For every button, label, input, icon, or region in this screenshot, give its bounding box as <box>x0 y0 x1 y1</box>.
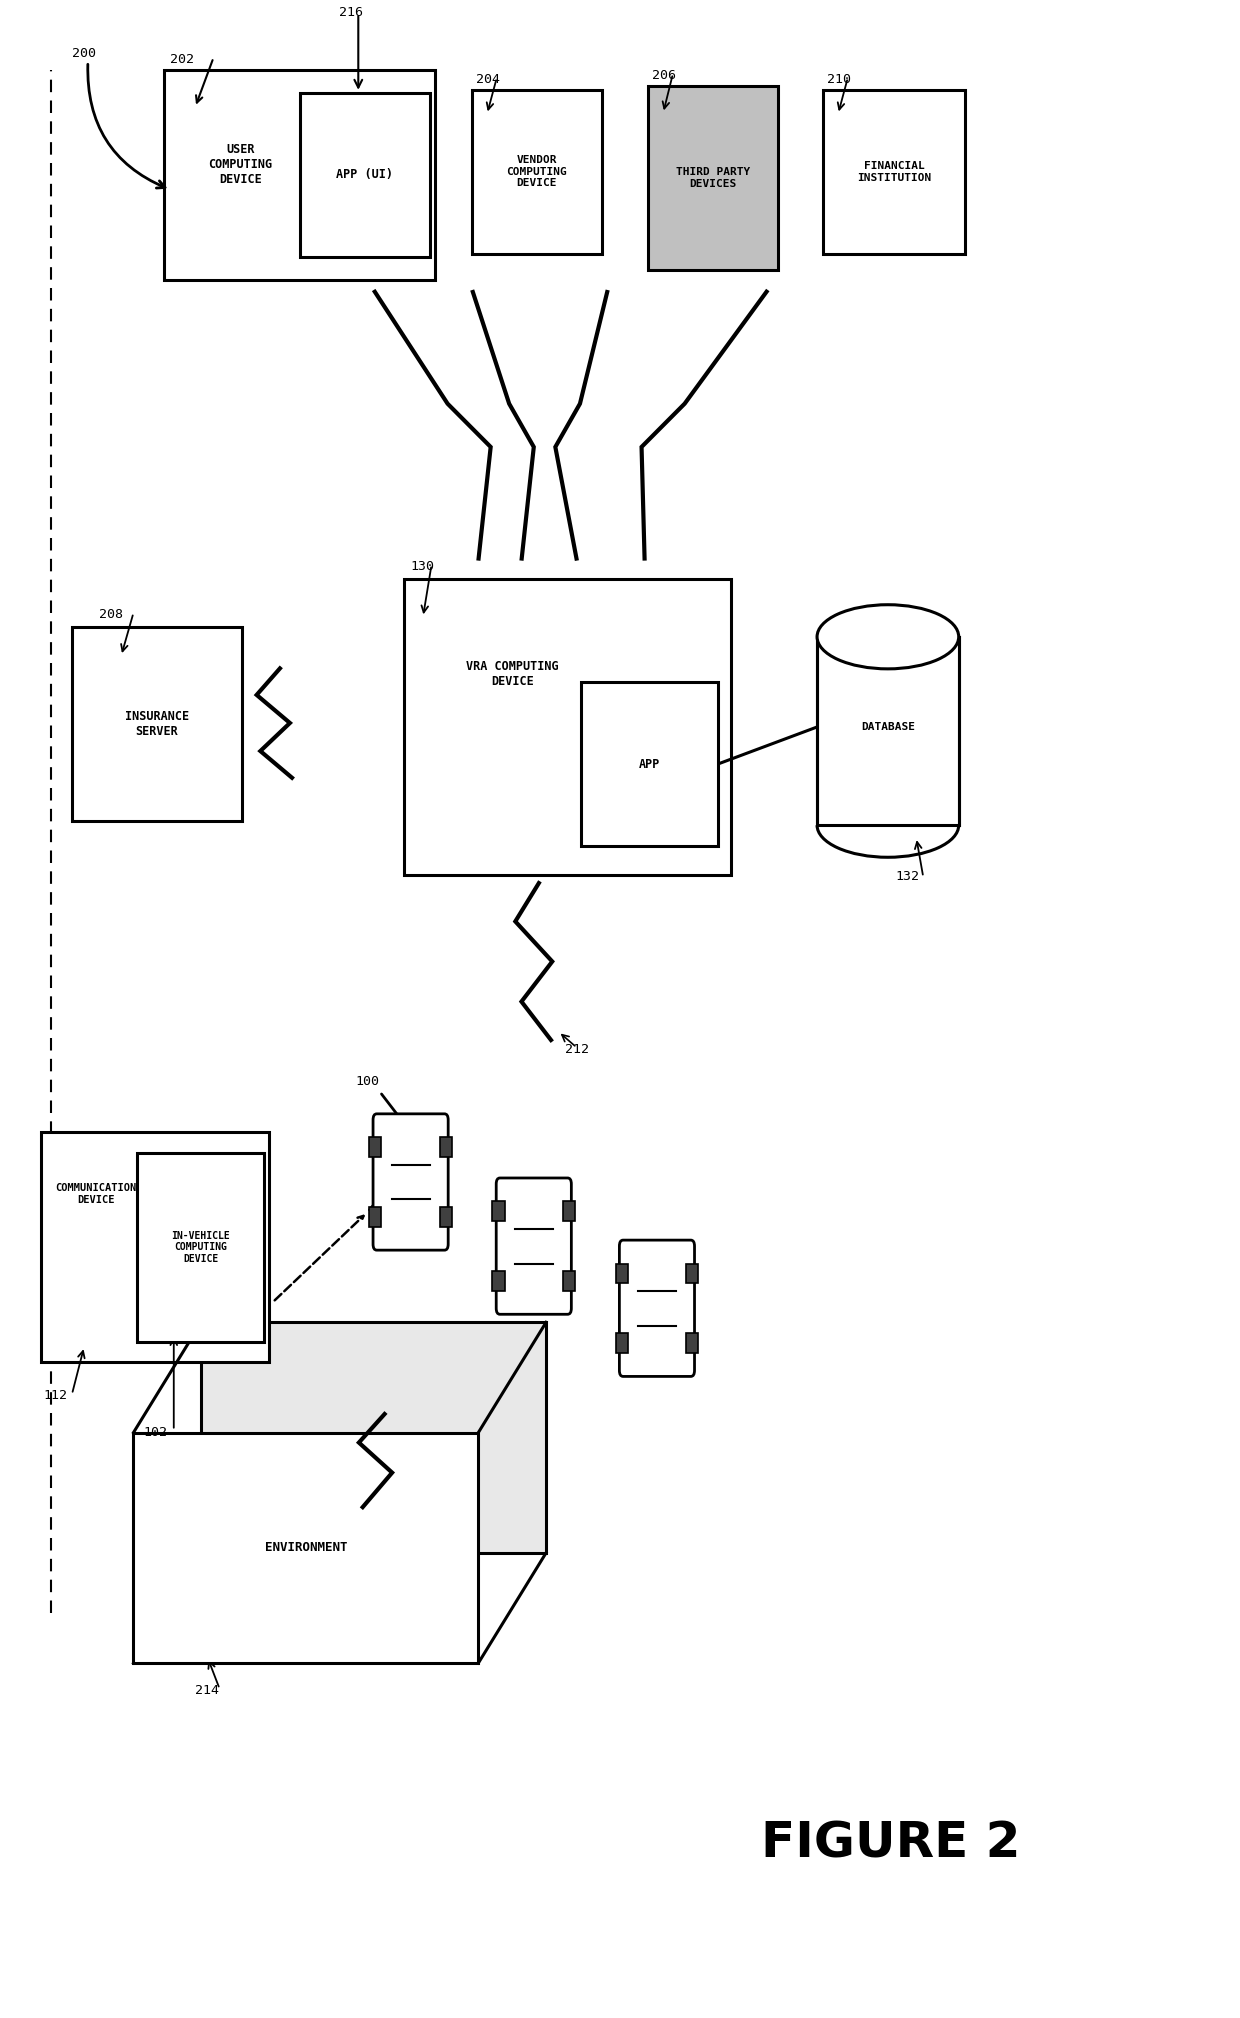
Text: 100: 100 <box>355 1076 379 1088</box>
Text: DATABASE: DATABASE <box>861 722 915 733</box>
Text: 200: 200 <box>72 46 95 59</box>
Text: 204: 204 <box>476 73 500 85</box>
FancyBboxPatch shape <box>492 1271 505 1292</box>
FancyBboxPatch shape <box>823 89 965 254</box>
Text: IN-VEHICLE
COMPUTING
DEVICE: IN-VEHICLE COMPUTING DEVICE <box>171 1231 229 1263</box>
FancyBboxPatch shape <box>164 69 435 281</box>
FancyBboxPatch shape <box>370 1138 382 1156</box>
Text: 112: 112 <box>43 1390 67 1403</box>
FancyBboxPatch shape <box>492 1201 505 1221</box>
Polygon shape <box>201 1322 546 1552</box>
FancyBboxPatch shape <box>580 682 718 846</box>
Text: 206: 206 <box>652 69 676 81</box>
FancyBboxPatch shape <box>620 1241 694 1376</box>
Text: INSURANCE
SERVER: INSURANCE SERVER <box>125 710 188 739</box>
Ellipse shape <box>817 605 959 668</box>
Text: THIRD PARTY
DEVICES: THIRD PARTY DEVICES <box>676 167 750 188</box>
Text: 210: 210 <box>827 73 851 85</box>
Text: VRA COMPUTING
DEVICE: VRA COMPUTING DEVICE <box>466 660 558 688</box>
FancyBboxPatch shape <box>404 579 730 876</box>
Text: 132: 132 <box>895 870 919 884</box>
FancyBboxPatch shape <box>615 1263 627 1283</box>
FancyBboxPatch shape <box>136 1152 264 1342</box>
FancyBboxPatch shape <box>686 1334 698 1352</box>
FancyBboxPatch shape <box>41 1132 269 1362</box>
Text: 208: 208 <box>99 607 123 622</box>
FancyBboxPatch shape <box>496 1179 572 1314</box>
Text: APP (UI): APP (UI) <box>336 167 393 182</box>
Text: APP: APP <box>639 757 660 771</box>
FancyBboxPatch shape <box>300 93 430 256</box>
FancyBboxPatch shape <box>563 1201 575 1221</box>
Text: COMMUNICATION
DEVICE: COMMUNICATION DEVICE <box>55 1183 136 1205</box>
FancyBboxPatch shape <box>373 1114 448 1249</box>
Text: 130: 130 <box>410 559 434 573</box>
FancyBboxPatch shape <box>615 1334 627 1352</box>
Polygon shape <box>134 1433 479 1663</box>
Text: FINANCIAL
INSTITUTION: FINANCIAL INSTITUTION <box>857 161 931 182</box>
Text: 102: 102 <box>143 1425 167 1439</box>
FancyBboxPatch shape <box>817 638 959 825</box>
Text: USER
COMPUTING
DEVICE: USER COMPUTING DEVICE <box>208 143 273 186</box>
FancyBboxPatch shape <box>370 1207 382 1227</box>
Text: 202: 202 <box>170 52 195 65</box>
Text: 216: 216 <box>339 6 363 20</box>
FancyBboxPatch shape <box>472 89 601 254</box>
FancyBboxPatch shape <box>440 1138 451 1156</box>
FancyBboxPatch shape <box>686 1263 698 1283</box>
Text: ENVIRONMENT: ENVIRONMENT <box>264 1542 347 1554</box>
FancyBboxPatch shape <box>72 628 242 821</box>
FancyBboxPatch shape <box>649 85 777 270</box>
Text: 214: 214 <box>195 1685 219 1697</box>
FancyBboxPatch shape <box>440 1207 451 1227</box>
Text: 212: 212 <box>564 1043 589 1055</box>
Text: FIGURE 2: FIGURE 2 <box>761 1820 1021 1867</box>
Text: VENDOR
COMPUTING
DEVICE: VENDOR COMPUTING DEVICE <box>506 155 567 188</box>
FancyBboxPatch shape <box>563 1271 575 1292</box>
